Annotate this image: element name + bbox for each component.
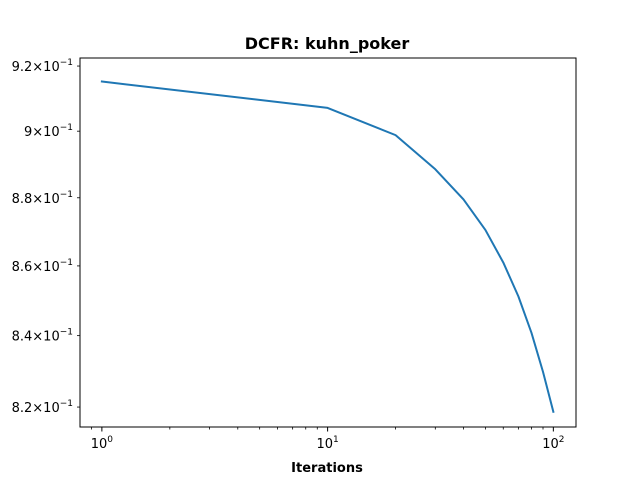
y-axis: 8.2×10−1 8.4×10−1 8.6×10−1 8.8×10−1 9×10−1 9.… bbox=[12, 58, 80, 416]
x-tick-label-2: 102 bbox=[542, 435, 564, 452]
chart-title: DCFR: kuhn_poker bbox=[245, 34, 410, 53]
y-tick-label-0: 8.2×10−1 bbox=[12, 399, 73, 416]
y-tick-label-2: 8.6×10−1 bbox=[12, 258, 73, 275]
y-tick-label-1: 8.4×10−1 bbox=[12, 328, 73, 345]
y-tick-label-5: 9.2×10−1 bbox=[12, 58, 73, 75]
y-tick-label-3: 8.8×10−1 bbox=[12, 190, 73, 207]
series-line-0 bbox=[100, 80, 555, 413]
y-tick-label-4: 9×10−1 bbox=[24, 123, 73, 140]
x-tick-label-0: 100 bbox=[91, 435, 114, 452]
x-axis-label: Iterations bbox=[291, 461, 363, 476]
x-tick-label-1: 101 bbox=[316, 435, 338, 452]
x-axis: 100 101 102 bbox=[91, 427, 564, 452]
